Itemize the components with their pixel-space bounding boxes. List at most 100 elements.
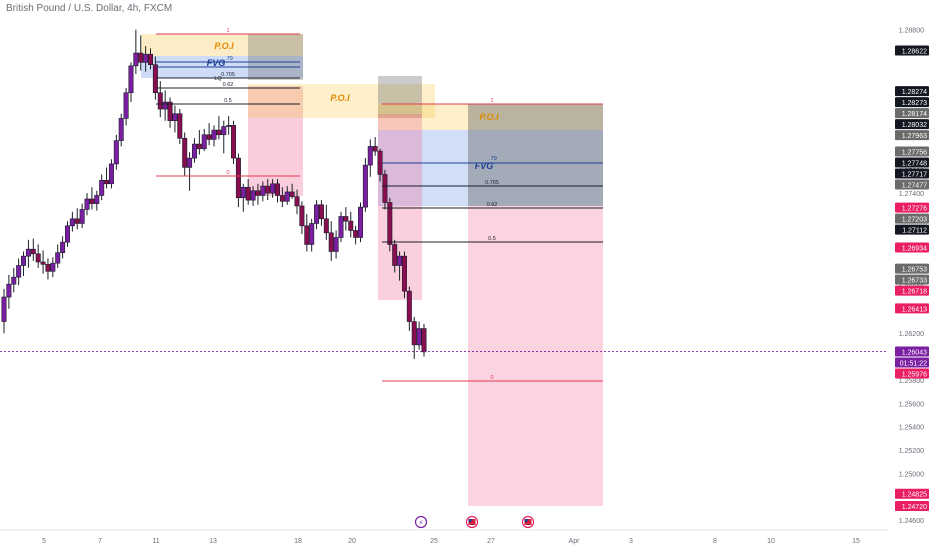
annotation-layer: P.O.I FVG P.O.I FVG P.O.I 0.705 0.62 0.5 0 1 .79 LQ… bbox=[0, 28, 888, 382]
price-label-bg bbox=[895, 97, 929, 108]
gray-zone[interactable] bbox=[248, 34, 303, 80]
candle-body bbox=[40, 261, 46, 265]
price-label-bg bbox=[895, 157, 929, 168]
us-flag-icon[interactable] bbox=[521, 515, 535, 529]
gray-zone-3[interactable] bbox=[468, 104, 603, 130]
fib-079-label: .79 bbox=[225, 56, 233, 62]
price-label-bg bbox=[895, 263, 929, 274]
price-label: 1.26733 bbox=[902, 278, 927, 285]
gray-zone-4[interactable] bbox=[468, 130, 603, 206]
fvg-label-2: FVG bbox=[475, 161, 494, 171]
drawing-layer[interactable] bbox=[141, 34, 603, 506]
price-label: 1.24720 bbox=[902, 504, 927, 511]
candle-body bbox=[182, 137, 188, 168]
y-tick-label: 1.25000 bbox=[899, 471, 924, 478]
lightning-icon[interactable]: ⚡ bbox=[414, 515, 428, 529]
price-axis[interactable]: 1.288001.276001.274001.266001.262001.258… bbox=[889, 0, 932, 550]
poi-zone-3[interactable] bbox=[378, 104, 603, 130]
gray-zone-2[interactable] bbox=[378, 76, 422, 118]
candle-body bbox=[138, 52, 144, 63]
fib-0-label-2: 0 bbox=[490, 375, 493, 381]
price-label: 1.26718 bbox=[902, 289, 927, 296]
candle-body bbox=[55, 252, 61, 264]
fib-0-label: 0 bbox=[226, 170, 229, 176]
fib-1-label: 1 bbox=[226, 28, 229, 34]
y-tick-label: 1.26200 bbox=[899, 331, 924, 338]
candle-body bbox=[187, 157, 193, 168]
candle-body bbox=[406, 290, 412, 322]
candle-body bbox=[172, 113, 178, 122]
fib-0705-label: 0.705 bbox=[221, 72, 235, 78]
candle-body bbox=[21, 255, 27, 266]
price-label: 1.27203 bbox=[902, 217, 927, 224]
x-tick-label: 10 bbox=[767, 538, 775, 545]
x-tick-label: 15 bbox=[852, 538, 860, 545]
target-zone[interactable] bbox=[468, 206, 603, 506]
y-tick-label: 1.25400 bbox=[899, 425, 924, 432]
price-label: 1.26043 bbox=[902, 350, 927, 357]
candle-body bbox=[84, 198, 90, 210]
price-label: 1.27477 bbox=[902, 183, 927, 190]
price-label-bg bbox=[895, 108, 929, 119]
candle-body bbox=[148, 53, 154, 65]
candle-body bbox=[255, 190, 261, 196]
price-label: 1.27756 bbox=[902, 150, 927, 157]
y-tick-label: 1.25600 bbox=[899, 401, 924, 408]
candle-body bbox=[333, 237, 339, 252]
candle-body bbox=[392, 244, 398, 266]
candle-body bbox=[411, 321, 417, 346]
us-flag-icon[interactable] bbox=[465, 515, 479, 529]
candle-body bbox=[11, 276, 17, 285]
candle-body bbox=[289, 191, 295, 197]
fvg-zone-2[interactable] bbox=[378, 130, 603, 206]
fib-1-label-2: 1 bbox=[490, 98, 493, 104]
candle-body bbox=[421, 328, 427, 353]
candle-body bbox=[343, 216, 349, 222]
candle-body bbox=[191, 143, 197, 159]
candle-body bbox=[104, 179, 110, 185]
candle-body bbox=[279, 195, 285, 202]
candle-body bbox=[6, 283, 12, 298]
price-label: 1.26934 bbox=[902, 246, 927, 253]
x-tick-label: 5 bbox=[42, 538, 46, 545]
price-label: 1.26753 bbox=[902, 267, 927, 274]
candle-body bbox=[60, 241, 66, 253]
candle-body bbox=[397, 255, 403, 266]
price-label-bg bbox=[895, 202, 929, 213]
price-label: 1.28622 bbox=[902, 48, 927, 55]
candle-body bbox=[270, 183, 276, 194]
price-label-bg bbox=[895, 168, 929, 179]
y-tick-label: 1.27400 bbox=[899, 191, 924, 198]
fib-05-label-2: 0.5 bbox=[488, 236, 496, 242]
poi-label: P.O.I bbox=[214, 41, 234, 51]
x-tick-label: 20 bbox=[348, 538, 356, 545]
y-tick-label: 1.24600 bbox=[899, 518, 924, 525]
candle-body bbox=[382, 174, 388, 203]
flag-canton bbox=[468, 519, 472, 522]
candle-body bbox=[358, 206, 364, 238]
candle-body bbox=[94, 195, 100, 204]
candle-body bbox=[328, 232, 334, 252]
price-label-bg bbox=[895, 357, 929, 368]
candle-body bbox=[196, 143, 202, 150]
price-label-bg bbox=[895, 488, 929, 499]
candle-body bbox=[226, 125, 232, 127]
candle-body bbox=[265, 185, 271, 194]
candle-body bbox=[338, 216, 344, 238]
candle-body bbox=[74, 218, 80, 224]
price-label-bg bbox=[895, 179, 929, 190]
time-axis[interactable]: 5 7 11 13 18 20 25 27 Apr 3 8 10 15 ⚡ bbox=[0, 515, 888, 546]
poi-zone[interactable] bbox=[141, 34, 303, 56]
candle-body bbox=[118, 118, 124, 141]
candle-body bbox=[177, 113, 183, 139]
candle-body bbox=[284, 191, 290, 202]
candle-body bbox=[128, 65, 134, 94]
candle-body bbox=[108, 163, 114, 185]
poi-zone-2[interactable] bbox=[248, 84, 435, 118]
candle-body bbox=[89, 198, 95, 204]
x-tick-label: 8 bbox=[713, 538, 717, 545]
x-tick-label: Apr bbox=[569, 538, 581, 545]
candle-body bbox=[231, 125, 237, 159]
